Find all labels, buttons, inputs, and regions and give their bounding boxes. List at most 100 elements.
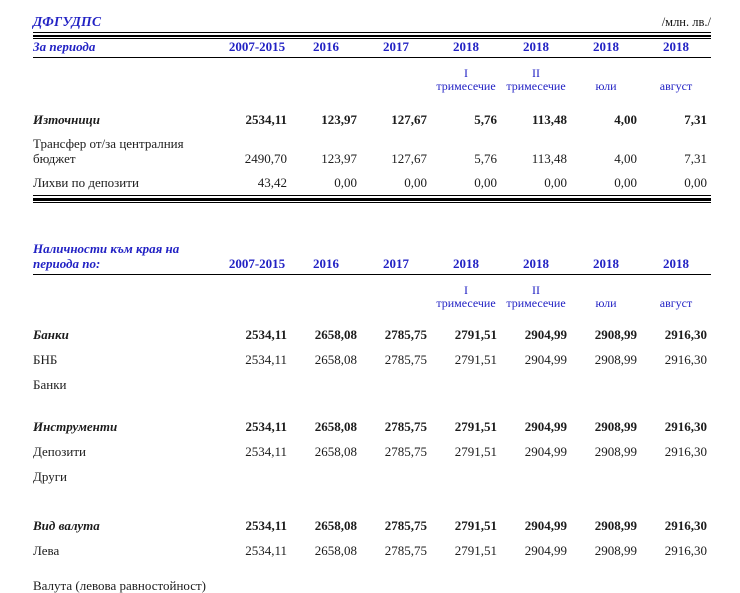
cell-value: 0,00 [571, 166, 641, 196]
col-subheader-august: август [659, 296, 693, 310]
cell-value: 2791,51 [454, 327, 497, 342]
cell-value: 2791,51 [454, 543, 497, 558]
cell-value: 2658,08 [314, 543, 357, 558]
cell-empty [33, 58, 223, 97]
cell-value: 123,97 [321, 112, 357, 127]
cell-empty [291, 459, 361, 484]
cell-value: 113,48 [531, 112, 567, 127]
row-label: Банки [33, 327, 69, 342]
cell-value: 43,42 [223, 166, 291, 196]
col-header-year: 2007-2015 [223, 241, 291, 275]
table-row-leva: Лева 2534,11 2658,08 2785,75 2791,51 290… [33, 533, 711, 558]
flows-table: За периода 2007-2015 2016 2017 2018 2018… [33, 39, 711, 196]
unit-label: /млн. лв./ [661, 15, 711, 29]
col-header-year: 2018 [571, 241, 641, 275]
cell-value: 4,00 [614, 112, 637, 127]
cell-value: 123,97 [321, 151, 357, 166]
flows-years-row: За периода 2007-2015 2016 2017 2018 2018… [33, 39, 711, 58]
col-header-year: 2018 [431, 241, 501, 275]
cell-empty [641, 367, 711, 392]
cell-value: 113,48 [531, 151, 567, 166]
cell-value: 2904,99 [524, 543, 567, 558]
cell-value: 2534,11 [245, 419, 287, 434]
cell-value: 2534,11 [245, 112, 287, 127]
col-header-year: 2017 [361, 39, 431, 58]
cell-value: 2916,30 [664, 419, 707, 434]
cell-value: 0,00 [501, 166, 571, 196]
table-row-others: Други [33, 459, 711, 484]
table-row-instruments-total: Инструменти 2534,11 2658,08 2785,75 2791… [33, 392, 711, 434]
cell-empty [431, 459, 501, 484]
cell-value: 2791,51 [454, 352, 497, 367]
col-subheader-q1: I тримесечие [431, 275, 501, 314]
cell-value: 2534,11 [245, 327, 287, 342]
row-label: Други [33, 469, 67, 484]
cell-value: 2785,75 [384, 352, 427, 367]
table-row-bnb: БНБ 2534,11 2658,08 2785,75 2791,51 2904… [33, 342, 711, 367]
balances-section-title: Наличности към края на периода по: [33, 241, 223, 275]
flows-subheader-row: I тримесечие II тримесечие юли август [33, 58, 711, 97]
balances-subheader-row: I тримесечие II тримесечие юли август [33, 275, 711, 314]
cell-value: 2534,11 [245, 444, 287, 459]
cell-empty [291, 367, 361, 392]
cell-value: 2916,30 [664, 352, 707, 367]
cell-value: 2904,99 [524, 352, 567, 367]
cell-empty [501, 367, 571, 392]
table-row-currency-equivalent: Валута (левова равностойност) [33, 558, 711, 593]
cell-empty [501, 558, 571, 593]
quarter-roman: II [532, 66, 540, 80]
cell-value: 2658,08 [314, 419, 357, 434]
quarter-roman: I [464, 283, 468, 297]
cell-value: 2908,99 [594, 518, 637, 533]
col-header-year: 2016 [291, 39, 361, 58]
cell-value: 0,00 [641, 166, 711, 196]
cell-value: 2658,08 [314, 352, 357, 367]
cell-empty [223, 558, 291, 593]
balances-title-line2: периода по: [33, 256, 101, 271]
cell-value: 2904,99 [524, 444, 567, 459]
cell-empty [431, 367, 501, 392]
cell-value: 0,00 [291, 166, 361, 196]
row-label: Депозити [33, 444, 86, 459]
quarter-word: тримесечие [506, 79, 566, 93]
row-label: Източници [33, 112, 101, 127]
row-label: Трансфер от/за централния бюджет [33, 136, 184, 166]
cell-value: 2534,11 [245, 352, 287, 367]
cell-value: 127,67 [391, 112, 427, 127]
cell-value: 2908,99 [594, 327, 637, 342]
cell-empty [361, 275, 431, 314]
balances-table: Наличности към края на периода по: 2007-… [33, 241, 711, 593]
cell-value: 127,67 [391, 151, 427, 166]
table-row-banks-total: Банки 2534,11 2658,08 2785,75 2791,51 29… [33, 313, 711, 342]
cell-empty [291, 558, 361, 593]
quarter-roman: I [464, 66, 468, 80]
row-label: Валута (левова равностойност) [33, 578, 207, 593]
cell-empty [571, 558, 641, 593]
cell-empty [501, 459, 571, 484]
cell-value: 7,31 [684, 112, 707, 127]
cell-empty [361, 367, 431, 392]
col-subheader-q2: II тримесечие [501, 275, 571, 314]
cell-value: 2908,99 [594, 543, 637, 558]
row-label: Лева [33, 543, 60, 558]
quarter-word: тримесечие [436, 296, 496, 310]
table-row-interest: Лихви по депозити 43,42 0,00 0,00 0,00 0… [33, 166, 711, 196]
table-row-transfer: Трансфер от/за централния бюджет 2490,70… [33, 127, 711, 166]
col-subheader-july: юли [595, 79, 617, 93]
report-titlebar: ДФГУДПС /млн. лв./ [33, 14, 711, 33]
row-label: Инструменти [33, 419, 118, 434]
cell-value: 2791,51 [454, 419, 497, 434]
row-label: Лихви по депозити [33, 166, 223, 196]
cell-value: 2904,99 [524, 419, 567, 434]
cell-value: 2785,75 [384, 518, 427, 533]
cell-value: 2534,11 [245, 543, 287, 558]
col-header-year: 2017 [361, 241, 431, 275]
cell-empty [223, 58, 291, 97]
cell-empty [291, 275, 361, 314]
cell-value: 2791,51 [454, 444, 497, 459]
table-row-currency-type-total: Вид валута 2534,11 2658,08 2785,75 2791,… [33, 484, 711, 533]
col-subheader-q1: I тримесечие [431, 58, 501, 97]
cell-empty [33, 275, 223, 314]
row-label: БНБ [33, 352, 58, 367]
cell-value: 0,00 [361, 166, 431, 196]
